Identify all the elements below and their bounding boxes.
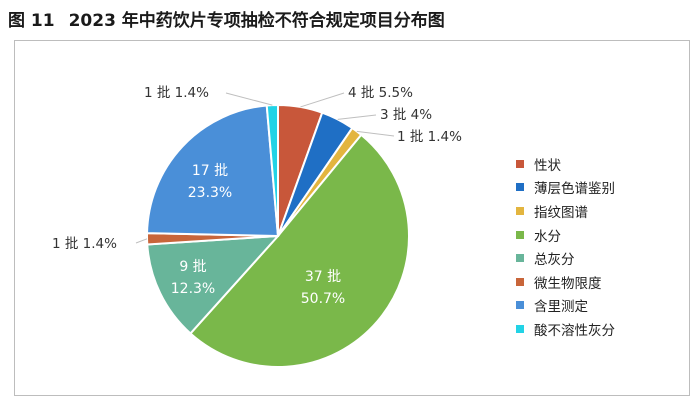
legend-swatch	[516, 183, 524, 192]
legend-item: 性状	[516, 152, 615, 176]
legend-item: 薄层色谱鉴别	[516, 176, 615, 200]
legend-swatch	[516, 277, 524, 286]
legend-label: 性状	[534, 157, 561, 174]
chart-legend: 性状薄层色谱鉴别 指纹图谱水分总灰分微生物限度含里测定酸不溶性灰分	[516, 152, 615, 341]
legend-label: 水分	[534, 228, 561, 245]
legend-label: 微生物限度	[534, 275, 602, 292]
legend-item: 微生物限度	[516, 270, 615, 294]
data-label: 3 批 4%	[380, 107, 432, 123]
figure-title: 图 11 2023 年中药饮片专项抽检不符合规定项目分布图	[8, 6, 445, 31]
pie-slice	[265, 103, 279, 237]
pie-slice	[146, 234, 281, 335]
legend-label: 指纹图谱	[534, 204, 588, 221]
legend-swatch	[516, 230, 524, 239]
figure-number: 图 11	[8, 11, 55, 31]
legend-label: 总灰分	[534, 252, 575, 269]
legend-label: 含里测定	[534, 299, 588, 316]
data-label: 50.7%	[301, 291, 345, 307]
legend-label: 酸不溶性灰分	[534, 322, 615, 339]
legend-item: 含里测定	[516, 294, 615, 318]
legend-item: 水分	[516, 223, 615, 247]
data-label: 9 批	[179, 259, 206, 275]
data-label: 4 批 5.5%	[348, 85, 413, 101]
legend-swatch	[516, 254, 524, 263]
data-label: 1 批 1.4%	[397, 129, 462, 145]
pie-slice	[146, 104, 280, 238]
data-label: 23.3%	[188, 185, 232, 201]
legend-swatch	[516, 206, 524, 215]
leader-line	[135, 238, 148, 244]
data-label: 17 批	[192, 163, 228, 179]
data-label: 1 批 1.4%	[144, 85, 209, 101]
data-label: 12.3%	[171, 281, 215, 297]
legend-swatch	[516, 324, 524, 333]
legend-item: 酸不溶性灰分	[516, 317, 615, 341]
data-label: 1 批 1.4%	[52, 236, 117, 252]
data-label: 37 批	[305, 269, 341, 285]
legend-swatch	[516, 301, 524, 310]
pie-slice	[189, 133, 410, 368]
leader-line	[225, 92, 273, 106]
leader-line	[300, 92, 345, 108]
leader-line	[337, 114, 377, 120]
legend-item: 总灰分	[516, 246, 615, 270]
chart-frame	[14, 40, 690, 396]
leader-line	[356, 130, 395, 137]
legend-label: 薄层色谱鉴别	[534, 181, 615, 198]
figure-title-text: 2023 年中药饮片专项抽检不符合规定项目分布图	[68, 11, 445, 31]
legend-item: 指纹图谱	[516, 199, 615, 223]
legend-swatch	[516, 159, 524, 168]
